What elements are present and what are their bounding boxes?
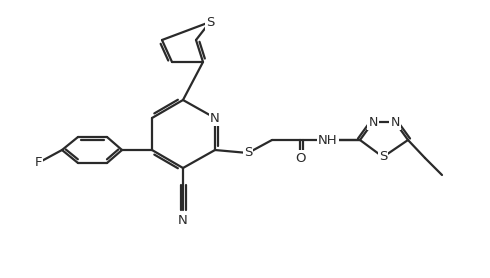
Text: S: S [379, 150, 387, 163]
Text: S: S [244, 147, 252, 160]
Text: O: O [295, 152, 305, 165]
Text: N: N [178, 214, 188, 227]
Text: S: S [206, 16, 214, 29]
Text: N: N [210, 111, 220, 125]
Text: NH: NH [318, 133, 338, 147]
Text: F: F [34, 157, 42, 170]
Text: N: N [391, 115, 400, 128]
Text: N: N [368, 115, 378, 128]
